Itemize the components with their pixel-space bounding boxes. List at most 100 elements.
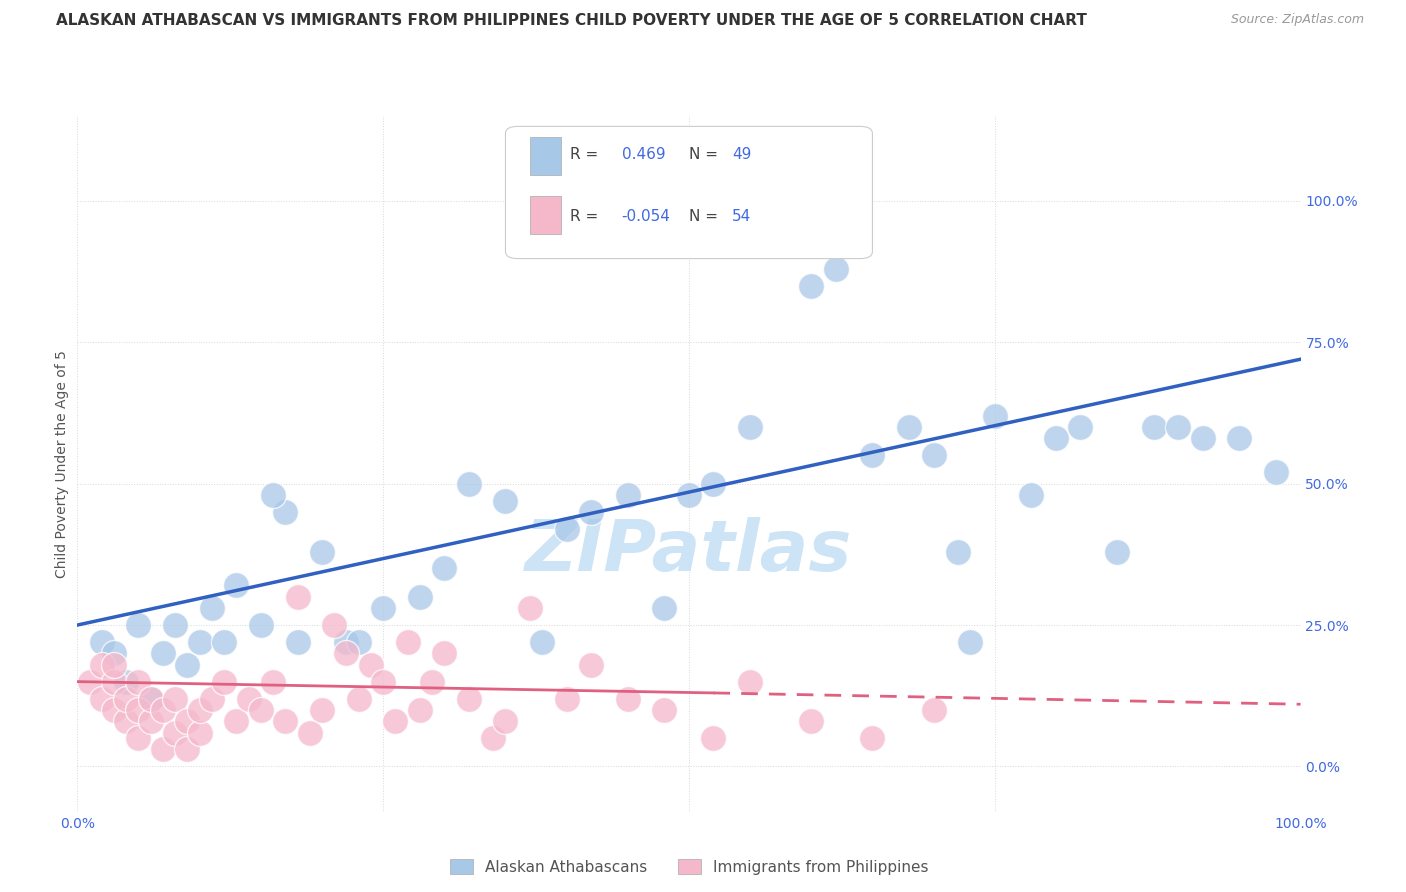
Point: [1107, 544, 1129, 558]
Point: [579, 505, 602, 519]
Point: [1265, 466, 1288, 480]
Point: [702, 731, 724, 746]
Point: [482, 731, 505, 746]
Point: [862, 448, 884, 462]
FancyBboxPatch shape: [530, 136, 561, 175]
Point: [188, 725, 211, 739]
Point: [702, 476, 724, 491]
Point: [176, 714, 198, 729]
Point: [495, 714, 517, 729]
Text: R =: R =: [571, 146, 603, 161]
Point: [139, 714, 162, 729]
Point: [176, 742, 198, 756]
Point: [152, 703, 174, 717]
Text: Source: ZipAtlas.com: Source: ZipAtlas.com: [1230, 13, 1364, 27]
Point: [335, 635, 357, 649]
Legend: Alaskan Athabascans, Immigrants from Philippines: Alaskan Athabascans, Immigrants from Phi…: [443, 853, 935, 880]
Point: [409, 590, 432, 604]
Point: [384, 714, 406, 729]
Point: [165, 618, 187, 632]
Point: [740, 674, 762, 689]
Point: [165, 691, 187, 706]
Point: [287, 590, 309, 604]
Point: [128, 731, 150, 746]
Point: [115, 691, 138, 706]
Point: [90, 657, 112, 672]
Point: [1167, 420, 1189, 434]
Point: [360, 657, 382, 672]
Point: [139, 691, 162, 706]
Point: [90, 691, 112, 706]
Point: [335, 646, 357, 660]
Point: [212, 674, 235, 689]
Point: [90, 635, 112, 649]
FancyBboxPatch shape: [506, 127, 873, 259]
Text: R =: R =: [571, 210, 603, 225]
Point: [946, 544, 969, 558]
Point: [225, 578, 247, 592]
Point: [1143, 420, 1166, 434]
Point: [212, 635, 235, 649]
Point: [457, 691, 479, 706]
Point: [1229, 431, 1251, 445]
Point: [371, 601, 394, 615]
Point: [311, 544, 333, 558]
Text: ALASKAN ATHABASCAN VS IMMIGRANTS FROM PHILIPPINES CHILD POVERTY UNDER THE AGE OF: ALASKAN ATHABASCAN VS IMMIGRANTS FROM PH…: [56, 13, 1087, 29]
Point: [555, 691, 578, 706]
Point: [188, 635, 211, 649]
Point: [128, 618, 150, 632]
Point: [457, 476, 479, 491]
Point: [347, 691, 370, 706]
Point: [152, 646, 174, 660]
Point: [555, 522, 578, 536]
Point: [862, 731, 884, 746]
Text: 0.469: 0.469: [621, 146, 665, 161]
Text: 49: 49: [731, 146, 751, 161]
Text: N =: N =: [689, 210, 723, 225]
Point: [201, 691, 224, 706]
Point: [409, 703, 432, 717]
Point: [433, 646, 456, 660]
Point: [103, 674, 125, 689]
Point: [262, 674, 284, 689]
Point: [250, 703, 273, 717]
Point: [165, 725, 187, 739]
Point: [396, 635, 419, 649]
Point: [274, 714, 297, 729]
Point: [371, 674, 394, 689]
Point: [898, 420, 921, 434]
Point: [922, 448, 945, 462]
Point: [225, 714, 247, 729]
Point: [1191, 431, 1213, 445]
Point: [274, 505, 297, 519]
Point: [139, 691, 162, 706]
Point: [152, 742, 174, 756]
Point: [311, 703, 333, 717]
Point: [103, 703, 125, 717]
Point: [984, 409, 1007, 423]
Point: [128, 703, 150, 717]
Text: N =: N =: [689, 146, 723, 161]
Point: [287, 635, 309, 649]
Point: [617, 691, 640, 706]
Point: [740, 420, 762, 434]
Point: [654, 601, 676, 615]
Point: [617, 488, 640, 502]
Point: [176, 657, 198, 672]
Point: [654, 703, 676, 717]
Point: [1069, 420, 1091, 434]
Point: [1021, 488, 1043, 502]
Point: [922, 703, 945, 717]
Point: [262, 488, 284, 502]
Text: ZIPatlas: ZIPatlas: [526, 517, 852, 586]
Point: [531, 635, 554, 649]
Point: [188, 703, 211, 717]
Text: -0.054: -0.054: [621, 210, 671, 225]
Point: [800, 278, 823, 293]
Point: [201, 601, 224, 615]
Point: [115, 674, 138, 689]
FancyBboxPatch shape: [530, 196, 561, 235]
Point: [128, 674, 150, 689]
Point: [678, 488, 700, 502]
Point: [1045, 431, 1067, 445]
